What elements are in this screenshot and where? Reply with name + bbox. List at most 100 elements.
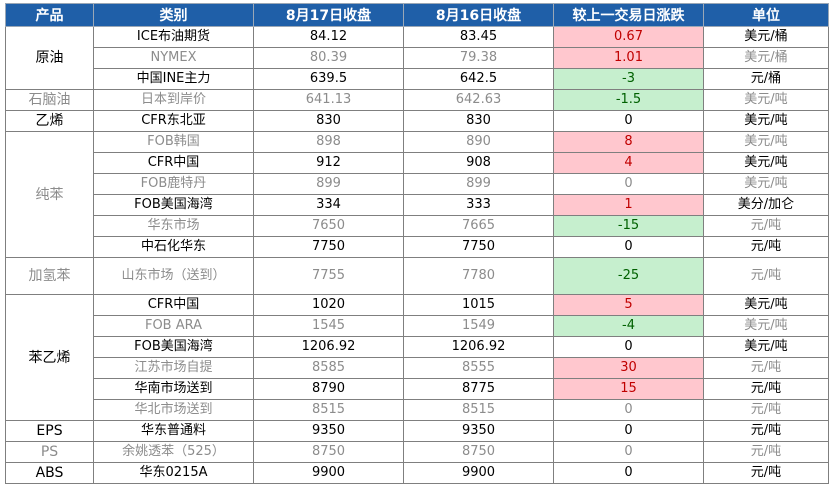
table-row: FOB美国海湾 1206.92 1206.92 0 美元/吨 bbox=[6, 336, 829, 358]
change-cell: 0 bbox=[553, 236, 704, 258]
change-cell: 0 bbox=[553, 110, 704, 132]
close-aug17-cell: 7650 bbox=[253, 215, 404, 237]
unit-cell: 美元/桶 bbox=[703, 26, 829, 48]
header-unit: 单位 bbox=[703, 3, 829, 27]
category-cell: 山东市场（送到） bbox=[93, 257, 254, 295]
close-aug17-cell: 9900 bbox=[253, 462, 404, 484]
close-aug17-cell: 9350 bbox=[253, 420, 404, 442]
unit-cell: 元/吨 bbox=[703, 462, 829, 484]
category-cell: 余姚透苯（525） bbox=[93, 441, 254, 463]
close-aug16-cell: 9350 bbox=[403, 420, 554, 442]
category-cell: 中石化华东 bbox=[93, 236, 254, 258]
unit-cell: 元/吨 bbox=[703, 441, 829, 463]
unit-cell: 美元/吨 bbox=[703, 110, 829, 132]
unit-cell: 美元/桶 bbox=[703, 47, 829, 69]
product-cell: 乙烯 bbox=[5, 110, 94, 132]
table-row: 华南市场送到 8790 8775 15 元/吨 bbox=[6, 378, 829, 400]
change-cell: 0 bbox=[553, 462, 704, 484]
change-cell: -25 bbox=[553, 257, 704, 295]
table-row: 华东市场 7650 7665 -15 元/吨 bbox=[6, 215, 829, 237]
close-aug17-cell: 80.39 bbox=[253, 47, 404, 69]
header-product: 产品 bbox=[5, 3, 94, 27]
close-aug17-cell: 8515 bbox=[253, 399, 404, 421]
close-aug17-cell: 8585 bbox=[253, 357, 404, 379]
close-aug17-cell: 8750 bbox=[253, 441, 404, 463]
table-row: 加氢苯 山东市场（送到） 7755 7780 -25 元/吨 bbox=[5, 257, 829, 295]
change-cell: 8 bbox=[553, 131, 704, 153]
header-row: 产品 类别 8月17日收盘 8月16日收盘 较上一交易日涨跌 单位 bbox=[5, 3, 829, 27]
product-cell: ABS bbox=[5, 462, 94, 484]
close-aug16-cell: 642.63 bbox=[403, 89, 554, 111]
unit-cell: 元/吨 bbox=[703, 399, 829, 421]
unit-cell: 美元/吨 bbox=[703, 173, 829, 195]
unit-cell: 元/吨 bbox=[703, 215, 829, 237]
unit-cell: 美分/加仑 bbox=[703, 194, 829, 216]
unit-cell: 元/吨 bbox=[703, 357, 829, 379]
category-cell: 华东普通料 bbox=[93, 420, 254, 442]
close-aug16-cell: 1015 bbox=[403, 294, 554, 316]
header-category: 类别 bbox=[93, 3, 254, 27]
table-row: ABS 华东0215A 9900 9900 0 元/吨 bbox=[5, 462, 829, 484]
table-row: 中石化华东 7750 7750 0 元/吨 bbox=[6, 236, 829, 258]
category-cell: FOB ARA bbox=[93, 315, 254, 337]
change-cell: 0 bbox=[553, 420, 704, 442]
category-cell: 华北市场送到 bbox=[93, 399, 254, 421]
category-cell: 华南市场送到 bbox=[93, 378, 254, 400]
change-cell: -4 bbox=[553, 315, 704, 337]
category-cell: 日本到岸价 bbox=[93, 89, 254, 111]
category-cell: 江苏市场自提 bbox=[93, 357, 254, 379]
table-row: 中国INE主力 639.5 642.5 -3 元/桶 bbox=[6, 68, 829, 90]
close-aug17-cell: 1545 bbox=[253, 315, 404, 337]
close-aug17-cell: 84.12 bbox=[253, 26, 404, 48]
close-aug16-cell: 890 bbox=[403, 131, 554, 153]
price-table: 产品 类别 8月17日收盘 8月16日收盘 较上一交易日涨跌 单位 原油 ICE布… bbox=[5, 3, 829, 484]
close-aug16-cell: 7750 bbox=[403, 236, 554, 258]
product-cell: 纯苯 bbox=[5, 131, 94, 258]
close-aug16-cell: 908 bbox=[403, 152, 554, 174]
change-cell: 1 bbox=[553, 194, 704, 216]
category-cell: 中国INE主力 bbox=[93, 68, 254, 90]
change-cell: 0 bbox=[553, 399, 704, 421]
close-aug17-cell: 639.5 bbox=[253, 68, 404, 90]
category-cell: ICE布油期货 bbox=[93, 26, 254, 48]
change-cell: -3 bbox=[553, 68, 704, 90]
table-row: PS 余姚透苯（525） 8750 8750 0 元/吨 bbox=[5, 441, 829, 463]
category-cell: FOB鹿特丹 bbox=[93, 173, 254, 195]
close-aug16-cell: 83.45 bbox=[403, 26, 554, 48]
change-cell: 0.67 bbox=[553, 26, 704, 48]
close-aug16-cell: 7780 bbox=[403, 257, 554, 295]
close-aug16-cell: 1206.92 bbox=[403, 336, 554, 358]
close-aug17-cell: 7755 bbox=[253, 257, 404, 295]
table-body: 原油 ICE布油期货 84.12 83.45 0.67 美元/桶 NYMEX 80.39 79.… bbox=[5, 26, 829, 484]
change-cell: -15 bbox=[553, 215, 704, 237]
product-cell: 原油 bbox=[5, 26, 94, 90]
unit-cell: 美元/吨 bbox=[703, 315, 829, 337]
close-aug16-cell: 333 bbox=[403, 194, 554, 216]
category-cell: FOB美国海湾 bbox=[93, 194, 254, 216]
unit-cell: 元/桶 bbox=[703, 68, 829, 90]
change-cell: 0 bbox=[553, 441, 704, 463]
close-aug16-cell: 79.38 bbox=[403, 47, 554, 69]
header-change: 较上一交易日涨跌 bbox=[553, 3, 704, 27]
category-cell: 华东市场 bbox=[93, 215, 254, 237]
close-aug17-cell: 1020 bbox=[253, 294, 404, 316]
unit-cell: 元/吨 bbox=[703, 236, 829, 258]
unit-cell: 元/吨 bbox=[703, 257, 829, 295]
close-aug17-cell: 912 bbox=[253, 152, 404, 174]
close-aug16-cell: 8555 bbox=[403, 357, 554, 379]
close-aug16-cell: 642.5 bbox=[403, 68, 554, 90]
close-aug17-cell: 899 bbox=[253, 173, 404, 195]
change-cell: 30 bbox=[553, 357, 704, 379]
unit-cell: 元/吨 bbox=[703, 420, 829, 442]
change-cell: 0 bbox=[553, 173, 704, 195]
unit-cell: 美元/吨 bbox=[703, 294, 829, 316]
category-cell: CFR中国 bbox=[93, 152, 254, 174]
close-aug17-cell: 641.13 bbox=[253, 89, 404, 111]
table-row: EPS 华东普通料 9350 9350 0 元/吨 bbox=[5, 420, 829, 442]
close-aug17-cell: 1206.92 bbox=[253, 336, 404, 358]
product-cell: PS bbox=[5, 441, 94, 463]
category-cell: CFR东北亚 bbox=[93, 110, 254, 132]
table-row: FOB鹿特丹 899 899 0 美元/吨 bbox=[6, 173, 829, 195]
table-row: FOB美国海湾 334 333 1 美分/加仑 bbox=[6, 194, 829, 216]
close-aug16-cell: 8515 bbox=[403, 399, 554, 421]
